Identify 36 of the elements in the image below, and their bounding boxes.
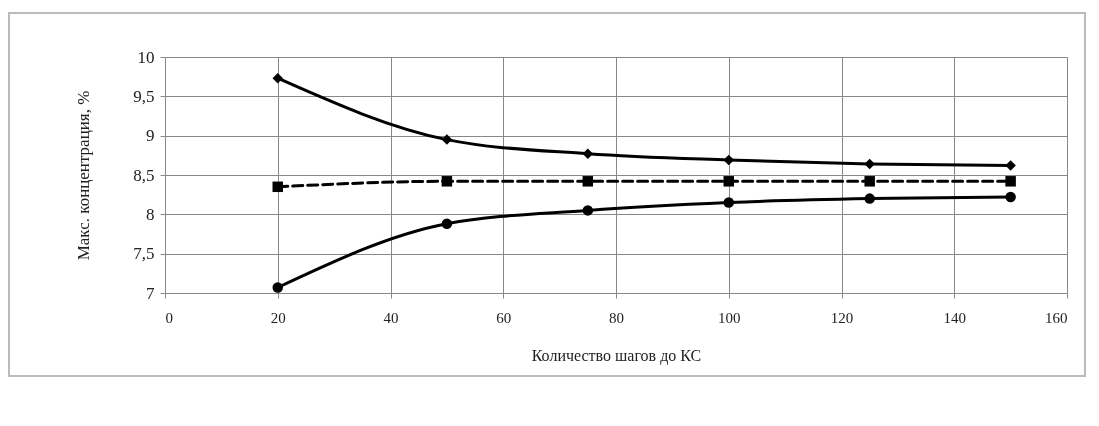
point (1005, 160, 1016, 171)
y-tick-label: 8,5 (133, 165, 155, 185)
x-tick-label: 140 (943, 309, 966, 326)
point (441, 218, 453, 230)
point (441, 176, 453, 187)
point (1005, 176, 1016, 187)
point (441, 134, 453, 145)
point (864, 176, 875, 187)
x-tick-label: 80 (609, 309, 624, 326)
point (864, 158, 875, 170)
point (582, 148, 594, 159)
x-tick-label: 40 (383, 309, 399, 326)
x-tick-label: 100 (718, 309, 741, 326)
y-tick-label: 10 (137, 47, 155, 67)
x-tick-label: 20 (270, 309, 286, 326)
y-tick-label: 9 (146, 126, 155, 146)
point (1005, 191, 1016, 203)
point (272, 181, 283, 193)
point (723, 154, 734, 166)
y-tick-label: 7,5 (133, 244, 155, 264)
point (723, 197, 734, 208)
point (272, 282, 283, 293)
y-tick-label: 7 (146, 283, 155, 303)
x-tick-label: 160 (1045, 309, 1068, 326)
x-tick-label: 120 (830, 309, 854, 326)
y-axis-title: Макс. концентрация, % (74, 90, 94, 261)
y-tick-label: 8 (146, 204, 155, 224)
point (723, 176, 734, 187)
point (582, 176, 594, 187)
x-tick-label: 60 (496, 309, 512, 326)
x-tick-label: 0 (165, 309, 173, 326)
point (582, 205, 594, 216)
point (864, 193, 875, 204)
point (272, 73, 283, 84)
x-axis-title: Количество шагов до КС (531, 346, 702, 365)
y-tick-label: 9,5 (133, 86, 155, 106)
